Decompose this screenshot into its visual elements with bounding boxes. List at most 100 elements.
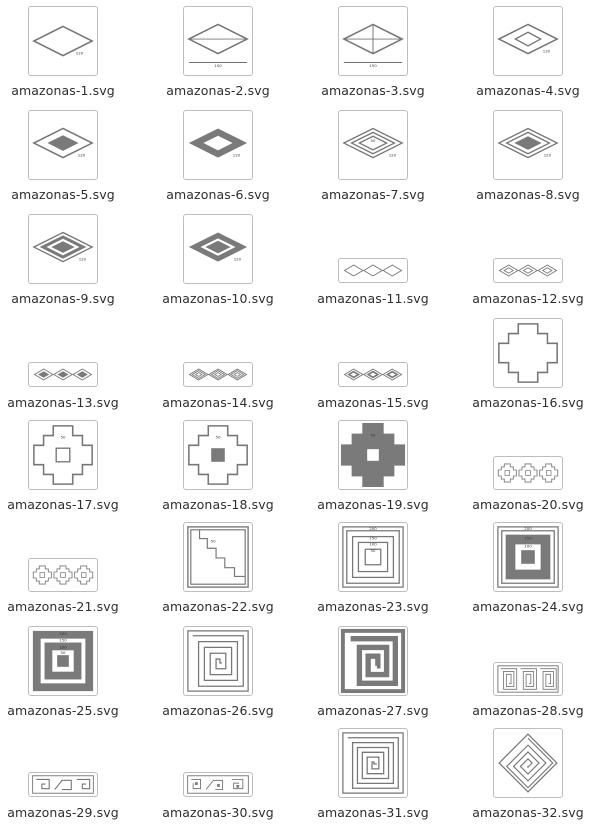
file-name-label: amazonas-31.svg xyxy=(317,805,429,820)
file-item[interactable]: amazonas-29.svg xyxy=(0,726,138,826)
file-item[interactable]: amazonas-11.svg xyxy=(298,212,448,312)
svg-text:150: 150 xyxy=(369,536,377,541)
file-name-label: amazonas-8.svg xyxy=(476,187,580,202)
file-name-label: amazonas-20.svg xyxy=(472,497,584,512)
diamond-band-icon xyxy=(338,258,408,283)
svg-text:120: 120 xyxy=(234,257,242,262)
file-item[interactable]: 150 amazonas-2.svg xyxy=(143,4,293,104)
diamond-filled-ring-icon: 120 xyxy=(183,110,253,180)
stepped-cross-icon xyxy=(493,318,563,388)
file-item[interactable]: 120 amazonas-10.svg xyxy=(143,212,293,312)
file-item[interactable]: 120 amazonas-1.svg xyxy=(0,4,138,104)
concentric-diamonds-filled-icon: 120 xyxy=(493,110,563,180)
svg-text:120: 120 xyxy=(233,153,241,158)
file-name-label: amazonas-29.svg xyxy=(7,805,119,820)
file-item[interactable]: amazonas-21.svg xyxy=(0,520,138,620)
file-name-label: amazonas-18.svg xyxy=(162,497,274,512)
file-name-label: amazonas-24.svg xyxy=(472,599,584,614)
file-item[interactable]: 200 150 100 amazonas-24.svg xyxy=(453,520,603,620)
svg-text:50: 50 xyxy=(371,138,376,143)
diamond-ring-center-icon: 120 xyxy=(28,214,98,284)
file-name-label: amazonas-25.svg xyxy=(7,703,119,718)
file-item[interactable]: 150 amazonas-3.svg xyxy=(298,4,448,104)
svg-text:150: 150 xyxy=(214,63,222,68)
svg-text:150: 150 xyxy=(369,63,377,68)
file-item[interactable]: 120 amazonas-4.svg xyxy=(453,4,603,104)
file-item[interactable]: 50 amazonas-18.svg xyxy=(143,418,293,518)
file-item[interactable]: 120 amazonas-6.svg xyxy=(143,108,293,208)
svg-text:100: 100 xyxy=(59,644,67,649)
svg-text:100: 100 xyxy=(524,543,532,548)
file-name-label: amazonas-32.svg xyxy=(472,805,584,820)
file-name-label: amazonas-28.svg xyxy=(472,703,584,718)
file-item[interactable]: 120 amazonas-9.svg xyxy=(0,212,138,312)
large-square-spiral-icon xyxy=(338,728,408,798)
file-name-label: amazonas-9.svg xyxy=(11,291,115,306)
file-name-label: amazonas-13.svg xyxy=(7,395,119,410)
svg-text:120: 120 xyxy=(76,51,84,56)
file-item[interactable]: amazonas-16.svg xyxy=(453,316,603,416)
file-name-label: amazonas-2.svg xyxy=(166,83,270,98)
file-item[interactable]: amazonas-13.svg xyxy=(0,316,138,416)
nested-diamond-icon: 120 xyxy=(493,6,563,76)
file-item[interactable]: amazonas-30.svg xyxy=(143,726,293,826)
file-item[interactable]: 50 amazonas-19.svg xyxy=(298,418,448,518)
file-name-label: amazonas-15.svg xyxy=(317,395,429,410)
file-name-label: amazonas-26.svg xyxy=(162,703,274,718)
file-item[interactable]: 50 120 amazonas-7.svg xyxy=(298,108,448,208)
square-spiral-icon xyxy=(183,626,253,696)
svg-text:120: 120 xyxy=(544,153,552,158)
diamond-cross-icon: 150 xyxy=(338,6,408,76)
file-name-label: amazonas-5.svg xyxy=(11,187,115,202)
file-item[interactable]: amazonas-20.svg xyxy=(453,418,603,518)
double-diamond-band-icon xyxy=(183,362,253,387)
file-item[interactable]: 50 amazonas-22.svg xyxy=(143,520,293,620)
nested-diamond-band-icon xyxy=(493,258,563,283)
spiral-meander-band-icon xyxy=(493,662,563,696)
svg-text:120: 120 xyxy=(78,153,86,158)
file-name-label: amazonas-19.svg xyxy=(317,497,429,512)
file-item[interactable]: 120 amazonas-8.svg xyxy=(453,108,603,208)
file-name-label: amazonas-11.svg xyxy=(317,291,429,306)
file-name-label: amazonas-4.svg xyxy=(476,83,580,98)
filled-concentric-squares-icon: 200 150 100 50 xyxy=(28,626,98,696)
file-item[interactable]: amazonas-27.svg xyxy=(298,624,448,724)
file-item[interactable]: amazonas-26.svg xyxy=(143,624,293,724)
file-name-label: amazonas-23.svg xyxy=(317,599,429,614)
concentric-diamonds-icon: 50 120 xyxy=(338,110,408,180)
file-name-label: amazonas-10.svg xyxy=(162,291,274,306)
file-item[interactable]: 50 amazonas-17.svg xyxy=(0,418,138,518)
file-name-label: amazonas-17.svg xyxy=(7,497,119,512)
file-name-label: amazonas-12.svg xyxy=(472,291,584,306)
file-item[interactable]: amazonas-14.svg xyxy=(143,316,293,416)
filled-square-frame-icon: 200 150 100 xyxy=(493,522,563,592)
diamond-thick-ring-icon: 120 xyxy=(183,214,253,284)
svg-text:150: 150 xyxy=(524,536,532,541)
svg-text:120: 120 xyxy=(389,153,397,158)
filled-square-spiral-icon xyxy=(338,626,408,696)
file-item[interactable]: 120 amazonas-5.svg xyxy=(0,108,138,208)
file-item[interactable]: amazonas-15.svg xyxy=(298,316,448,416)
svg-text:200: 200 xyxy=(369,526,377,531)
svg-text:100: 100 xyxy=(369,541,377,546)
svg-text:200: 200 xyxy=(524,526,532,531)
diamond-outline-icon: 120 xyxy=(28,6,98,76)
file-item[interactable]: amazonas-12.svg xyxy=(453,212,603,312)
file-item[interactable]: 200 150 100 50 amazonas-23.svg xyxy=(298,520,448,620)
svg-text:50: 50 xyxy=(61,650,66,655)
file-name-label: amazonas-27.svg xyxy=(317,703,429,718)
stepped-cross-filled-icon: 50 xyxy=(338,420,408,490)
file-name-label: amazonas-14.svg xyxy=(162,395,274,410)
stepped-cross-hollow-icon: 50 xyxy=(28,420,98,490)
svg-text:50: 50 xyxy=(211,538,216,543)
staircase-square-icon: 50 xyxy=(183,522,253,592)
svg-text:50: 50 xyxy=(216,434,221,439)
file-name-label: amazonas-7.svg xyxy=(321,187,425,202)
file-item[interactable]: 200 150 100 50 amazonas-25.svg xyxy=(0,624,138,724)
file-item[interactable]: amazonas-32.svg xyxy=(453,726,603,826)
diamond-spiral-icon xyxy=(493,728,563,798)
file-item[interactable]: amazonas-28.svg xyxy=(453,624,603,724)
file-item[interactable]: amazonas-31.svg xyxy=(298,726,448,826)
diamond-horizontal-line-icon: 150 xyxy=(183,6,253,76)
